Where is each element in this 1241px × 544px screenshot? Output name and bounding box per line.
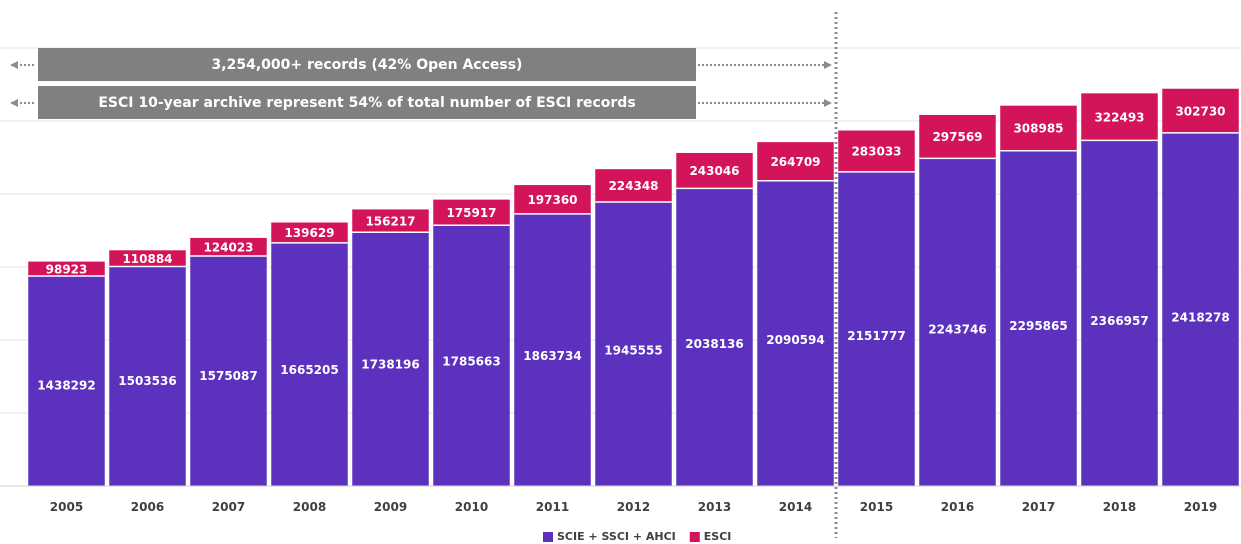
data-label-esci-2014: 264709 <box>770 155 820 169</box>
x-tick-label-2005: 2005 <box>50 500 83 514</box>
legend-label-0: SCIE + SSCI + AHCI <box>557 530 676 543</box>
bar-scie-ssci-ahci-2009 <box>352 232 429 486</box>
bar-scie-ssci-ahci-2012 <box>595 201 672 486</box>
data-labels: 1438292 98923 1503536 110884 1575087 124023 16… <box>37 104 1229 392</box>
arrow-right-icon <box>824 99 832 107</box>
x-tick-label-2019: 2019 <box>1184 500 1217 514</box>
bars <box>28 88 1239 487</box>
x-tick-label-2013: 2013 <box>698 500 731 514</box>
bar-esci-2012 <box>595 169 672 202</box>
bar-scie-ssci-ahci-2010 <box>433 225 510 486</box>
bar-esci-2005 <box>28 261 105 277</box>
bar-esci-2007 <box>190 237 267 257</box>
bar-scie-ssci-ahci-2005 <box>28 276 105 486</box>
bar-scie-ssci-ahci-2016 <box>919 158 996 486</box>
bar-esci-2010 <box>433 199 510 226</box>
bar-scie-ssci-ahci-2008 <box>271 242 348 486</box>
annotation-text: ESCI 10-year archive represent 54% of to… <box>98 95 635 111</box>
data-label-esci-2010: 175917 <box>446 206 496 220</box>
bar-scie-ssci-ahci-2007 <box>190 256 267 486</box>
bar-esci-2018 <box>1081 93 1158 141</box>
bar-esci-2009 <box>352 209 429 233</box>
bar-scie-ssci-ahci-2013 <box>676 188 753 487</box>
x-tick-label-2017: 2017 <box>1022 500 1055 514</box>
data-label-scie-ssci-ahci-2009: 1738196 <box>361 358 419 372</box>
data-label-esci-2007: 124023 <box>203 240 253 254</box>
data-label-esci-2018: 322493 <box>1094 110 1144 124</box>
x-tick-label-2014: 2014 <box>779 500 812 514</box>
x-tick-label-2008: 2008 <box>293 500 326 514</box>
x-tick-label-2018: 2018 <box>1103 500 1136 514</box>
bar-scie-ssci-ahci-2006 <box>109 266 186 486</box>
x-tick-label-2015: 2015 <box>860 500 893 514</box>
annotation-banner <box>38 86 696 119</box>
bar-esci-2016 <box>919 114 996 159</box>
x-tick-label-2007: 2007 <box>212 500 245 514</box>
data-label-esci-2005: 98923 <box>46 262 88 276</box>
data-label-scie-ssci-ahci-2019: 2418278 <box>1171 310 1229 324</box>
data-label-scie-ssci-ahci-2008: 1665205 <box>280 363 338 377</box>
data-label-scie-ssci-ahci-2012: 1945555 <box>604 343 662 357</box>
bar-esci-2013 <box>676 152 753 189</box>
x-tick-label-2016: 2016 <box>941 500 974 514</box>
legend-swatch-1 <box>689 532 700 542</box>
data-label-esci-2008: 139629 <box>284 226 334 240</box>
bar-esci-2017 <box>1000 105 1077 151</box>
data-label-scie-ssci-ahci-2018: 2366957 <box>1090 314 1148 328</box>
data-label-scie-ssci-ahci-2011: 1863734 <box>523 349 581 363</box>
x-tick-label-2012: 2012 <box>617 500 650 514</box>
bar-scie-ssci-ahci-2019 <box>1162 132 1239 487</box>
data-label-esci-2019: 302730 <box>1175 104 1225 118</box>
annotations: 3,254,000+ records (42% Open Access) ESCI… <box>10 12 838 538</box>
arrow-left-icon <box>10 99 18 107</box>
bar-esci-2014 <box>757 142 834 181</box>
arrow-right-icon <box>824 61 832 69</box>
data-label-esci-2013: 243046 <box>689 164 739 178</box>
data-label-scie-ssci-ahci-2016: 2243746 <box>928 323 986 337</box>
x-tick-label-2009: 2009 <box>374 500 407 514</box>
bar-scie-ssci-ahci-2015 <box>838 171 915 486</box>
x-axis: 2005 2006 2007 2008 2009 2010 2011 2012 2013 2014… <box>0 485 1241 514</box>
bar-esci-2019 <box>1162 88 1239 133</box>
bar-esci-2008 <box>271 222 348 243</box>
data-label-esci-2015: 283033 <box>851 145 901 159</box>
data-label-scie-ssci-ahci-2014: 2090594 <box>766 333 824 347</box>
data-label-esci-2009: 156217 <box>365 214 415 228</box>
arrow-left-icon <box>10 61 18 69</box>
bar-scie-ssci-ahci-2017 <box>1000 150 1077 486</box>
x-tick-label-2010: 2010 <box>455 500 488 514</box>
data-label-esci-2011: 197360 <box>527 193 577 207</box>
legend-swatch-0 <box>543 532 553 542</box>
data-label-esci-2006: 110884 <box>122 252 172 266</box>
x-tick-label-2006: 2006 <box>131 500 164 514</box>
data-label-esci-2017: 308985 <box>1013 122 1063 136</box>
data-label-esci-2012: 224348 <box>608 179 658 193</box>
legend: SCIE + SSCI + AHCI ESCI <box>543 530 731 543</box>
data-label-scie-ssci-ahci-2005: 1438292 <box>37 379 95 393</box>
data-label-scie-ssci-ahci-2006: 1503536 <box>118 374 176 388</box>
annotation-text: 3,254,000+ records (42% Open Access) <box>212 57 523 73</box>
bar-scie-ssci-ahci-2018 <box>1081 140 1158 487</box>
data-label-scie-ssci-ahci-2007: 1575087 <box>199 369 257 383</box>
data-label-scie-ssci-ahci-2017: 2295865 <box>1009 319 1067 333</box>
data-label-esci-2016: 297569 <box>932 130 982 144</box>
data-label-scie-ssci-ahci-2013: 2038136 <box>685 337 743 351</box>
bar-scie-ssci-ahci-2014 <box>757 180 834 487</box>
bar-esci-2015 <box>838 130 915 172</box>
annotation-banner <box>38 48 696 81</box>
bar-scie-ssci-ahci-2011 <box>514 213 591 486</box>
legend-label-1: ESCI <box>704 530 732 543</box>
x-tick-label-2011: 2011 <box>536 500 569 514</box>
bar-esci-2011 <box>514 185 591 214</box>
bar-esci-2006 <box>109 250 186 267</box>
data-label-scie-ssci-ahci-2010: 1785663 <box>442 354 500 368</box>
data-label-scie-ssci-ahci-2015: 2151777 <box>847 329 905 343</box>
